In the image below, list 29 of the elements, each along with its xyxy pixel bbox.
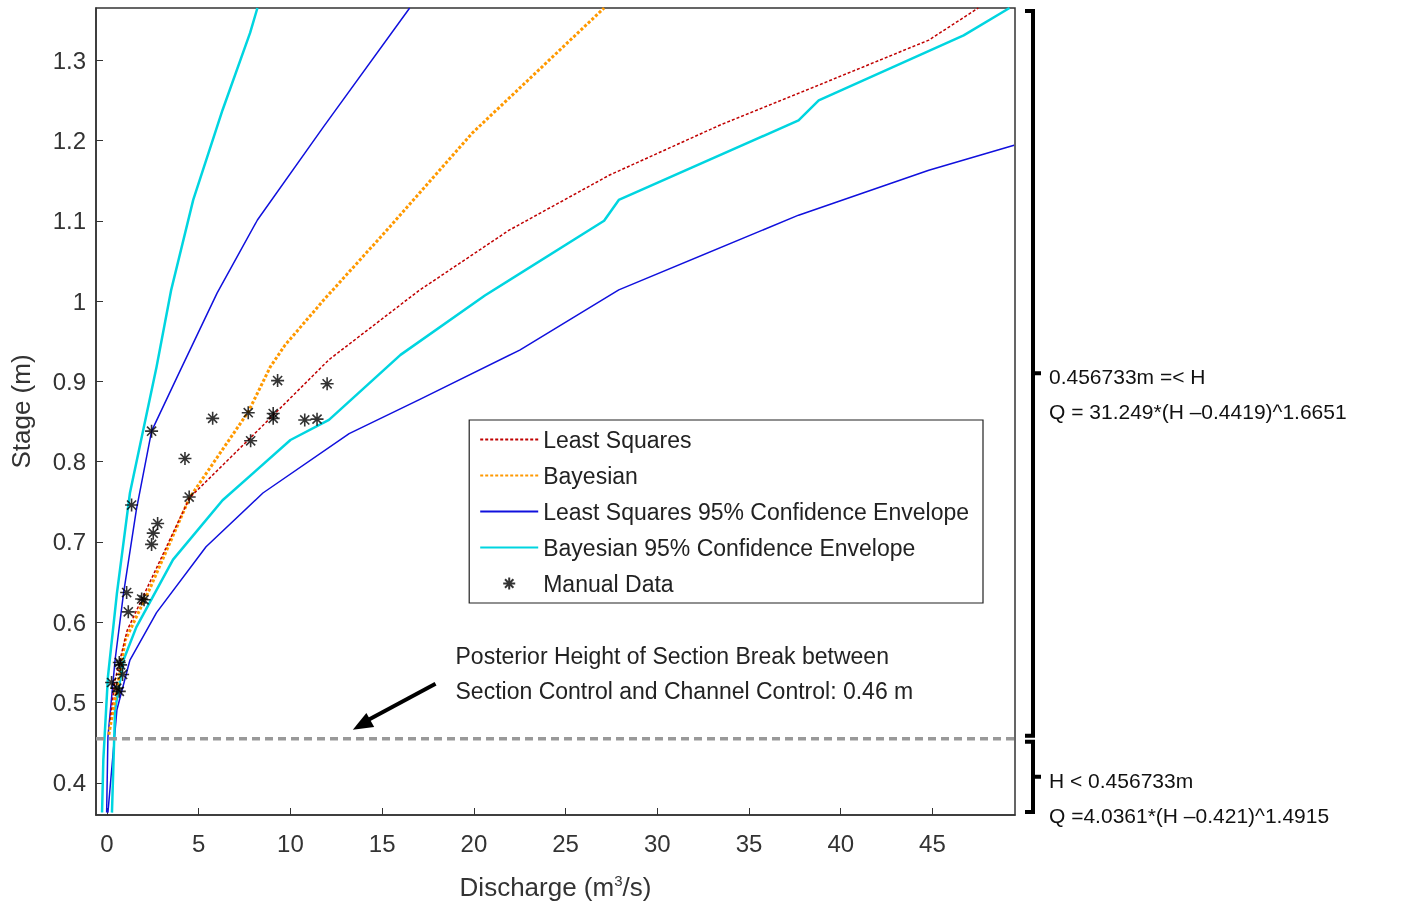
- y-tick-label: 1.1: [52, 207, 86, 235]
- y-tick-label: 0.8: [52, 448, 86, 476]
- x-tick-label: 40: [827, 829, 855, 857]
- x-tick-label: 45: [919, 829, 946, 857]
- x-tick-label: 25: [552, 829, 579, 857]
- y-tick-label: 0.4: [52, 769, 86, 797]
- y-tick-label: 0.6: [52, 608, 86, 636]
- y-tick-label: 1: [72, 287, 86, 315]
- x-tick-label: 5: [192, 829, 206, 857]
- legend-label: Least Squares: [543, 426, 692, 453]
- legend-label: Bayesian 95% Confidence Envelope: [543, 534, 916, 561]
- x-tick-label: 35: [735, 829, 763, 857]
- y-tick-label: 0.9: [52, 367, 86, 395]
- x-tick-label: 10: [277, 829, 304, 857]
- legend-label: Manual Data: [543, 570, 674, 597]
- legend-label: Bayesian: [543, 462, 638, 489]
- x-tick-label: 30: [643, 829, 671, 857]
- y-tick-label: 0.7: [52, 528, 86, 556]
- legend-label: Least Squares 95% Confidence Envelope: [543, 498, 969, 525]
- y-axis-title: Stage (m): [6, 354, 36, 469]
- x-tick-label: 20: [460, 829, 488, 857]
- y-tick-label: 1.3: [52, 46, 86, 74]
- text: H < 0.456733m Q =4.0361*(H –0.421)^1.4915: [1049, 768, 1330, 827]
- text: 0.456733m =< H Q = 31.249*(H –0.4419)^1.6651: [1049, 365, 1347, 424]
- ref-line-label: Posterior Height of Section Break between Section Control and Channel Control: 0.46 m: [455, 643, 914, 705]
- x-tick-label: 15: [368, 829, 396, 857]
- y-tick-label: 1.2: [52, 126, 86, 154]
- y-tick-label: 0.5: [52, 689, 86, 717]
- x-tick-label: 0: [100, 829, 114, 857]
